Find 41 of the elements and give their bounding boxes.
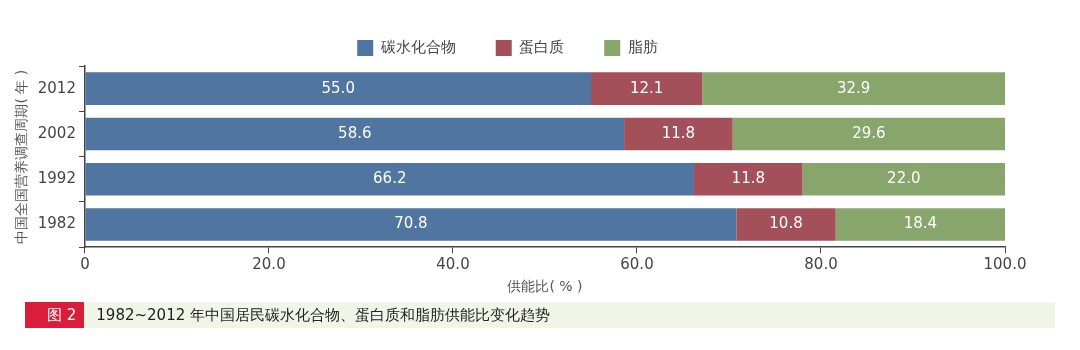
data-label: 29.6 bbox=[852, 123, 886, 142]
bar bbox=[736, 208, 836, 241]
bar bbox=[835, 208, 1005, 241]
data-label: 12.1 bbox=[629, 78, 664, 97]
x-tick-label: 100.0 bbox=[983, 255, 1027, 274]
x-tick-label: 0 bbox=[80, 255, 90, 274]
bar bbox=[694, 162, 803, 196]
data-label: 11.8 bbox=[661, 123, 696, 142]
y-tick-label: 1982 bbox=[37, 214, 76, 233]
x-tick-label: 80.0 bbox=[804, 255, 838, 274]
x-tick-label: 60.0 bbox=[620, 255, 654, 274]
data-label: 70.8 bbox=[394, 214, 428, 233]
bar bbox=[85, 72, 591, 105]
y-tick-label: 2002 bbox=[37, 123, 76, 142]
x-tick-label: 40.0 bbox=[436, 255, 470, 274]
bar bbox=[624, 117, 733, 151]
x-axis-title: 供能比( % ) bbox=[507, 278, 583, 295]
legend-label: 蛋白质 bbox=[519, 37, 565, 56]
y-tick-label: 1992 bbox=[37, 169, 76, 188]
data-label: 18.4 bbox=[903, 214, 938, 233]
legend-label: 碳水化合物 bbox=[379, 37, 456, 56]
bar bbox=[85, 162, 695, 196]
bar bbox=[732, 117, 1005, 151]
data-label: 66.2 bbox=[373, 169, 407, 188]
x-tick-label: 20.0 bbox=[252, 255, 286, 274]
text: 图 2 bbox=[25, 302, 85, 328]
bar bbox=[702, 72, 1005, 105]
bar bbox=[85, 117, 625, 151]
bar bbox=[85, 208, 737, 241]
y-axis-title: 中国全国营养调查周期( 年 ) bbox=[13, 69, 30, 244]
data-label: 10.8 bbox=[769, 214, 803, 233]
y-tick-label: 2012 bbox=[37, 78, 76, 97]
data-label: 11.8 bbox=[731, 169, 766, 188]
data-label: 58.6 bbox=[338, 123, 372, 142]
bar bbox=[802, 162, 1005, 196]
text: 1982~2012 年中国居民碳水化合物、蛋白质和脂肪供能比变化趋势 bbox=[84, 302, 1055, 328]
bar bbox=[590, 72, 703, 105]
data-label: 32.9 bbox=[836, 78, 871, 97]
data-label: 55.0 bbox=[321, 78, 355, 97]
legend-label: 脂肪 bbox=[627, 37, 658, 56]
data-label: 22.0 bbox=[887, 169, 921, 188]
